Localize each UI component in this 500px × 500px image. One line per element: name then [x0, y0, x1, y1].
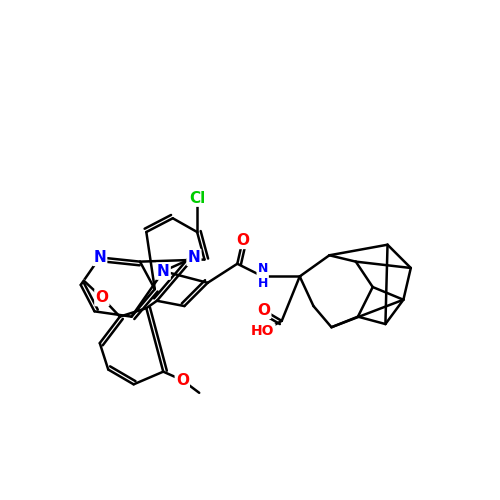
Text: O: O [258, 303, 270, 318]
Text: O: O [236, 233, 249, 248]
Text: Cl: Cl [189, 190, 205, 206]
Text: O: O [96, 290, 108, 305]
Text: O: O [176, 372, 189, 388]
Text: N
H: N H [258, 262, 268, 290]
Text: N: N [94, 250, 106, 265]
Text: methoxy: methoxy [80, 278, 86, 280]
Text: N: N [157, 264, 170, 278]
Text: N: N [188, 250, 200, 265]
Text: HO: HO [251, 324, 274, 338]
